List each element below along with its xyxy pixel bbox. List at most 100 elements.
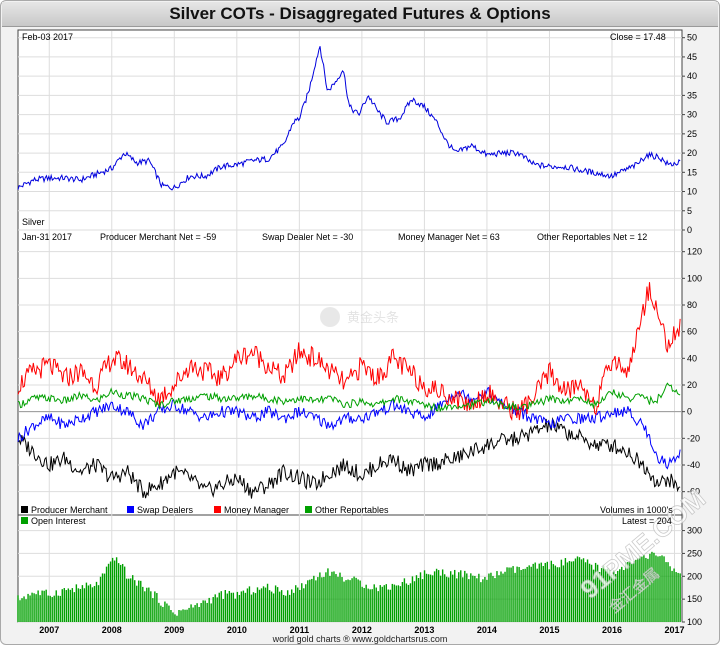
open-interest-bar [677,572,679,622]
open-interest-bar [301,583,303,622]
open-interest-bar [635,559,637,622]
chart-credit: world gold charts ® www.goldchartsrus.co… [272,634,448,644]
open-interest-bar [470,573,472,622]
price-series-label: Silver [22,217,45,227]
open-interest-bar [244,592,247,622]
open-interest-bar [355,577,357,622]
open-interest-bar [552,564,555,622]
open-interest-bar [572,561,575,622]
open-interest-bar [417,577,420,622]
open-interest-bar [490,572,492,622]
open-interest-bar [429,574,432,622]
x-tick-label: 2016 [602,625,622,635]
open-interest-bar [172,612,174,622]
open-interest-bar [134,580,136,622]
latest-label: Latest = 204 [622,516,672,526]
open-interest-bar [510,567,512,622]
open-interest-bar [407,584,410,622]
open-interest-bar [441,569,444,622]
open-interest-bar [576,556,579,622]
y-tick-label: 30 [687,110,697,120]
open-interest-bar [550,560,553,622]
open-interest-bar [242,590,245,622]
open-interest-bar [196,603,198,622]
swap-dealers-line [17,386,681,470]
open-interest-bar [117,563,120,622]
open-interest-bar [365,584,367,622]
toutiao-watermark: 黄金头条 [320,307,399,327]
open-interest-bar [166,603,168,622]
open-interest-bar [79,588,82,622]
open-interest-bar [146,587,148,622]
open-interest-bar [200,603,202,622]
open-interest-bar [186,609,188,622]
open-interest-bar [449,571,452,622]
open-interest-bar [152,598,154,622]
open-interest-bar [174,614,176,622]
open-interest-bar [651,551,653,622]
y-tick-label: 25 [687,129,697,139]
open-interest-bar [385,584,387,622]
open-interest-bar [486,579,488,622]
open-interest-bar [194,605,196,622]
open-interest-bar [478,573,480,622]
x-tick-label: 2017 [664,625,684,635]
open-interest-bar [596,564,599,622]
open-interest-bar [69,589,72,622]
open-interest-bar [333,571,335,622]
open-interest-bar [309,579,311,622]
open-interest-bar [619,569,621,622]
open-interest-bar [613,570,615,622]
positions-legend: Producer Merchant Swap Dealers Money Man… [21,505,673,515]
open-interest-bar [602,565,605,622]
y-tick-label: 60 [687,327,697,337]
open-interest-bar [305,584,307,622]
open-interest-bar [250,594,253,622]
open-interest-bar [59,595,61,622]
legend-swatch-swap [127,506,134,513]
open-interest-bar [600,568,603,622]
open-interest-bar [125,578,128,622]
open-interest-bar [226,593,229,622]
open-interest-bar [238,594,241,622]
open-interest-bar [41,590,43,622]
open-interest-bar [282,594,285,622]
open-interest-bar [606,568,609,622]
open-interest-bar [631,564,633,622]
open-interest-bar [554,565,557,622]
open-interest-bar [291,589,293,622]
open-interest-bar [347,579,349,622]
open-interest-bar [488,573,490,622]
open-interest-bar [297,587,299,622]
y-tick-label: 10 [687,187,697,197]
price-date-label: Feb-03 2017 [22,32,73,42]
open-interest-bar [645,557,647,622]
open-interest-bar [284,595,287,622]
open-interest-bar [45,589,47,622]
open-interest-bar [621,566,623,622]
open-interest-bar [468,579,470,622]
open-interest-bar [208,597,210,622]
open-interest-bar [582,558,585,622]
open-interest-bar [158,602,160,622]
open-interest-bar [224,590,226,622]
y-tick-label: -20 [687,433,700,443]
open-interest-bar [99,576,102,622]
open-interest-bar [164,601,166,622]
open-interest-bar [594,562,597,622]
open-interest-bar [343,581,345,622]
y-tick-label: 150 [687,594,702,604]
open-interest-bar [89,584,92,622]
open-interest-bar [25,599,27,622]
open-interest-bar [439,575,442,622]
open-interest-bar [299,589,301,622]
open-interest-bar [673,568,675,622]
legend-swatch-producer [21,506,28,513]
open-interest-bar [401,581,404,622]
open-interest-bar [111,557,114,622]
open-interest-bar [105,566,108,622]
open-interest-bar [274,585,277,622]
open-interest-bar [61,589,63,622]
open-interest-bar [522,569,524,622]
open-interest-bar [367,588,369,622]
